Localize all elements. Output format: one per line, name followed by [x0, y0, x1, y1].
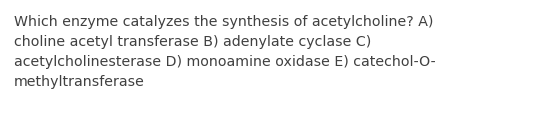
Text: Which enzyme catalyzes the synthesis of acetylcholine? A)
choline acetyl transfe: Which enzyme catalyzes the synthesis of … — [14, 15, 436, 89]
